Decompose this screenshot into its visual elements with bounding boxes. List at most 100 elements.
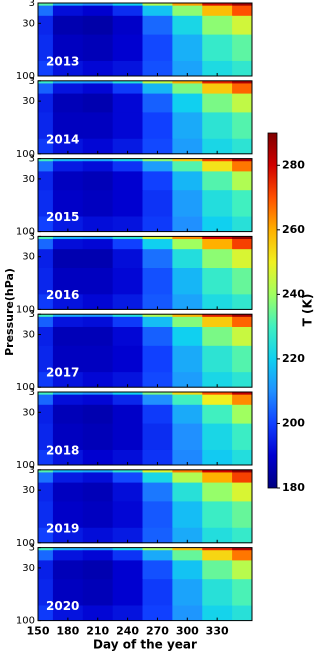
cell [232,268,253,295]
cell [38,60,54,77]
cell [232,372,253,388]
cell [202,138,233,155]
cell [172,158,203,162]
cell [112,60,143,77]
cell [38,560,54,580]
cell [232,80,253,84]
cell [52,404,84,425]
panel-frame [37,80,253,155]
cell [52,60,84,77]
y-tick-label: 3 [29,231,35,242]
cell [52,501,84,529]
cell [142,423,173,451]
y-tick-label: 30 [22,174,35,185]
cell [172,236,203,240]
cell [172,482,203,502]
cell [112,314,143,318]
cell [112,34,143,62]
x-tick-label: 180 [56,625,79,638]
cell [142,501,173,529]
colorbar-tick-label: 240 [282,287,305,300]
cell [202,190,233,217]
cell [142,372,173,388]
cell [202,3,233,7]
cell [172,268,203,295]
cell [172,161,203,172]
cell [172,560,203,580]
cell [202,316,233,328]
cell [52,80,84,84]
cell [82,3,114,7]
cell [52,345,84,373]
cell [142,392,173,396]
cell [172,469,203,473]
cell [142,268,173,295]
cell [38,190,54,217]
cell [142,394,173,406]
cell [82,236,114,240]
cell [112,161,143,172]
cell [172,216,203,232]
cell [232,404,253,425]
cell [82,472,114,483]
cell [82,404,114,425]
y-tick-label: 3 [29,387,35,398]
cell [142,605,173,621]
panel-frame [37,235,253,310]
cell [82,547,114,551]
cell [232,236,253,240]
cell [202,423,233,451]
cell [38,294,54,310]
cell [172,5,203,17]
cell [202,372,233,388]
cell [172,404,203,425]
cell [38,161,54,172]
cell [112,5,143,17]
cell [52,449,84,466]
cell [38,314,54,318]
cell [38,469,54,473]
cell [232,15,253,36]
cell [202,15,233,36]
cell [52,138,84,155]
cell [38,158,54,162]
cell [112,372,143,388]
cell [38,216,54,232]
cell [142,404,173,425]
cell [52,469,84,473]
cell [38,93,54,113]
cell [232,249,253,269]
cell [172,190,203,217]
cell [232,482,253,502]
cell [232,34,253,62]
cell [202,394,233,406]
cell [172,3,203,7]
cell [82,527,114,544]
cell [172,345,203,373]
cell [142,560,173,580]
cell [202,158,233,162]
cell [142,550,173,561]
cell [112,394,143,406]
cell [202,249,233,269]
cell [112,345,143,373]
y-tick-label: 30 [22,485,35,496]
cell [232,326,253,347]
cell [112,550,143,561]
cell [82,579,114,606]
cell [82,294,114,310]
cell [112,15,143,36]
cell [82,605,114,621]
panel-label: 2015 [46,210,79,224]
cell [112,501,143,529]
cell [202,80,233,84]
cell [38,34,54,62]
cell [52,372,84,388]
y-tick-label: 3 [29,76,35,87]
cell [52,161,84,172]
cell [232,423,253,451]
cell [232,579,253,606]
cell [142,5,173,17]
cell [142,60,173,77]
